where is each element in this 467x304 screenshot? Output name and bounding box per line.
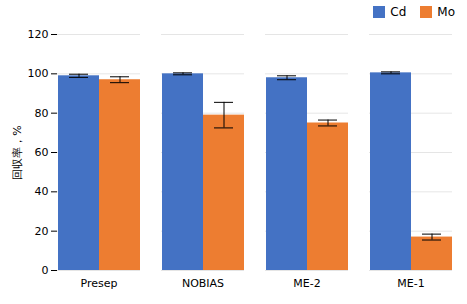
html-text:Mo: Mo <box>437 5 455 19</box>
svg-text:回収率，%: 回収率，% <box>11 125 24 179</box>
svg-text:0: 0 <box>42 264 49 277</box>
svg-text:40: 40 <box>35 185 49 198</box>
svg-text:120: 120 <box>28 28 49 41</box>
svg-text:NOBIAS: NOBIAS <box>182 277 224 290</box>
svg-text:60: 60 <box>35 146 49 159</box>
svg-text:20: 20 <box>35 225 49 238</box>
html-text:Cd: Cd <box>390 5 407 19</box>
svg-text:ME-2: ME-2 <box>293 277 320 290</box>
svg-text:ME-1: ME-1 <box>397 277 424 290</box>
svg-text:100: 100 <box>28 67 49 80</box>
svg-text:Presep: Presep <box>81 277 118 290</box>
svg-text:80: 80 <box>35 107 49 120</box>
